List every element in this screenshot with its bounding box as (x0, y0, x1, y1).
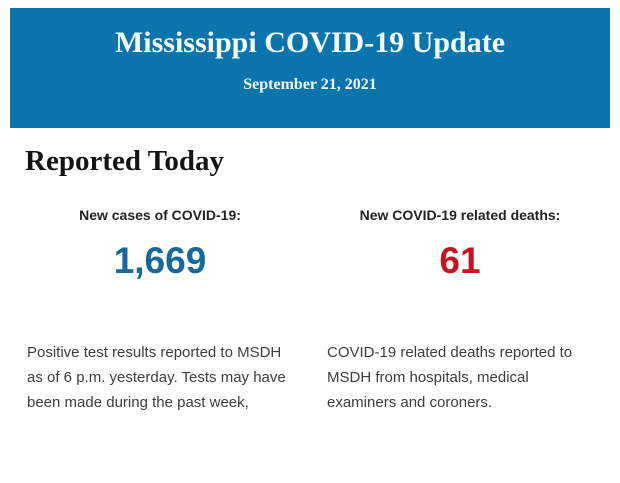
new-cases-value: 1,669 (113, 240, 207, 281)
new-cases-label: New cases of COVID-19: (79, 207, 241, 223)
new-cases-description: Positive test results reported to MSDH a… (27, 344, 286, 411)
stat-new-deaths: New COVID-19 related deaths: 61 COVID-19… (310, 206, 610, 415)
new-deaths-description: COVID-19 related deaths reported to MSDH… (327, 344, 573, 411)
header-banner: Mississippi COVID-19 Update September 21… (10, 8, 610, 128)
stat-new-cases: New cases of COVID-19: 1,669 Positive te… (10, 206, 310, 415)
new-deaths-value: 61 (439, 240, 481, 281)
stats-row: New cases of COVID-19: 1,669 Positive te… (10, 206, 610, 415)
report-date: September 21, 2021 (243, 76, 377, 93)
new-deaths-label: New COVID-19 related deaths: (359, 207, 561, 223)
page-title: Mississippi COVID-19 Update (114, 26, 506, 59)
section-heading: Reported Today (25, 145, 225, 177)
report-body: Reported Today New cases of COVID-19: 1,… (10, 144, 610, 415)
